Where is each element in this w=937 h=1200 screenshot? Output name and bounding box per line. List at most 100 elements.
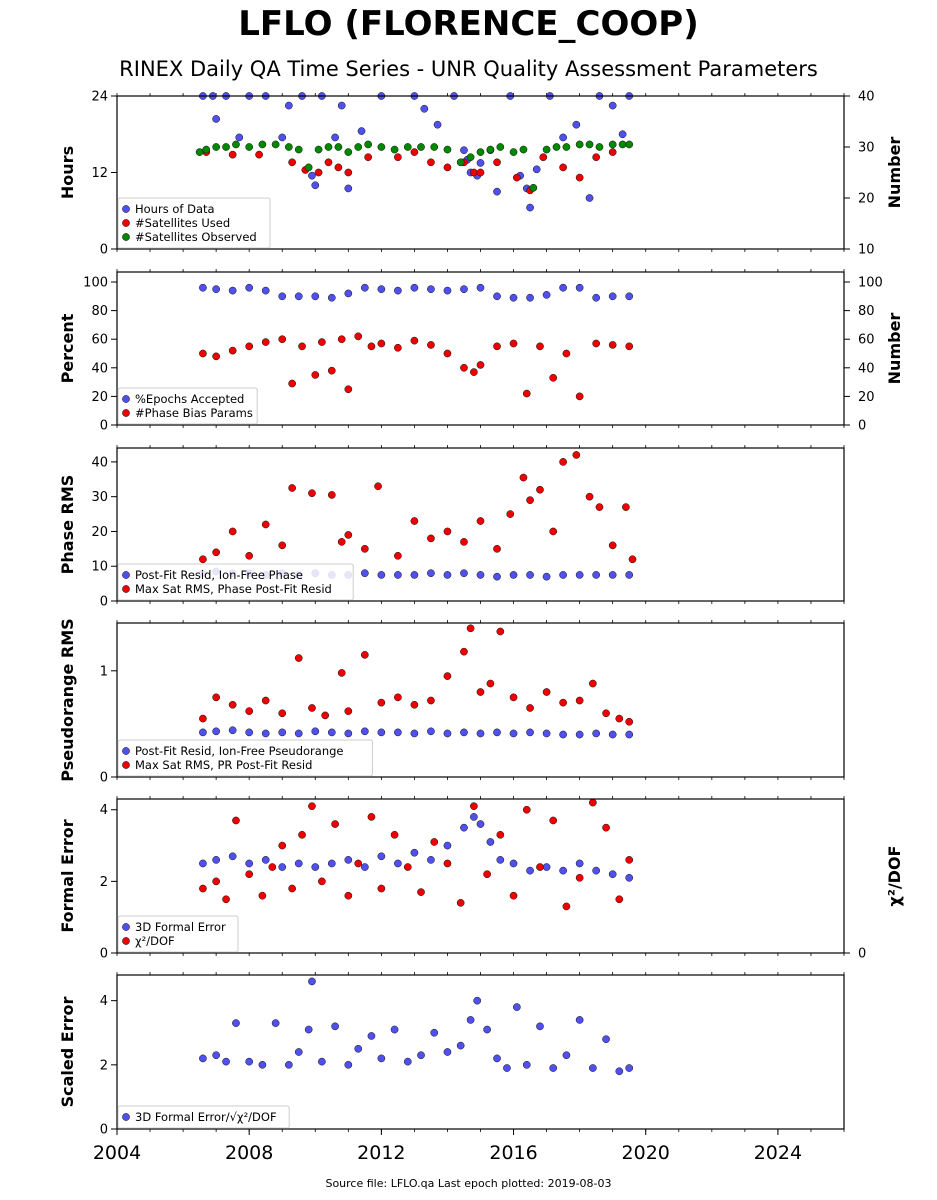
data-point: [575, 696, 584, 705]
data-point: [493, 292, 501, 301]
data-point: [367, 1032, 376, 1040]
data-point: [199, 728, 207, 737]
data-point: [476, 283, 485, 292]
data-point: [199, 884, 207, 893]
data-point: [410, 517, 419, 525]
data-point: [575, 173, 584, 182]
data-point: [245, 870, 254, 879]
plot-frame: [116, 271, 845, 426]
data-point: [470, 168, 478, 177]
data-point: [443, 163, 452, 172]
data-point: [460, 363, 468, 372]
y-tick-label: 0: [100, 419, 108, 434]
data-point: [318, 877, 326, 886]
data-point: [245, 707, 254, 716]
y-tick-label: 30: [91, 490, 108, 505]
data-point: [562, 1051, 571, 1060]
y-tick-label: 40: [91, 455, 108, 470]
y2-tick-label: 40: [858, 90, 875, 105]
data-point: [585, 140, 594, 149]
data-point: [288, 379, 296, 388]
legend-box: [117, 915, 239, 953]
data-point: [443, 841, 452, 850]
data-point: [559, 283, 567, 292]
data-point: [427, 696, 435, 705]
data-point: [513, 1003, 521, 1011]
data-point: [427, 569, 435, 578]
data-point: [284, 101, 293, 110]
data-point: [261, 338, 270, 346]
legend-marker: [122, 937, 130, 945]
series-3: [195, 140, 634, 192]
data-point: [460, 823, 468, 832]
data-point: [559, 698, 567, 707]
data-point: [443, 571, 452, 579]
data-point: [460, 285, 468, 294]
data-point: [443, 349, 452, 358]
data-point: [427, 856, 435, 864]
legend-label: 3D Formal Error/√χ²/DOF: [135, 1110, 277, 1124]
data-point: [562, 349, 571, 358]
data-point: [562, 143, 571, 151]
data-point: [337, 538, 346, 546]
data-point: [344, 184, 353, 193]
data-point: [337, 101, 346, 110]
data-point: [476, 571, 485, 579]
data-point: [496, 143, 505, 151]
legend-marker: [122, 395, 130, 403]
data-point: [199, 283, 207, 292]
data-point: [377, 285, 386, 294]
series-1: [199, 726, 634, 739]
data-point: [625, 571, 634, 579]
data-point: [337, 669, 346, 677]
data-point: [602, 709, 610, 718]
data-point: [327, 366, 336, 375]
data-point: [460, 146, 468, 155]
data-point: [470, 368, 478, 376]
data-point: [493, 728, 501, 737]
data-point: [456, 158, 465, 167]
data-point: [308, 171, 316, 180]
y-axis-label: Percent: [58, 313, 77, 383]
y2-tick-label: 0: [858, 947, 866, 962]
data-point: [595, 503, 604, 511]
data-point: [403, 1057, 412, 1066]
data-point: [327, 728, 336, 737]
data-point: [592, 153, 601, 162]
data-point: [354, 143, 363, 151]
data-point: [245, 342, 254, 351]
legend-label: #Satellites Used: [135, 216, 230, 230]
data-point: [195, 148, 204, 156]
data-point: [493, 187, 501, 196]
data-point: [278, 841, 287, 850]
data-point: [608, 870, 617, 879]
data-point: [377, 728, 386, 737]
legend: Post-Fit Resid, Ion-Free PseudorangeMax …: [117, 739, 373, 777]
data-point: [278, 541, 287, 550]
data-point: [327, 859, 336, 868]
y-axis-label: Phase RMS: [58, 475, 77, 575]
data-point: [549, 816, 558, 825]
data-point: [228, 286, 237, 295]
data-point: [390, 145, 399, 154]
y-tick-label: 0: [100, 595, 108, 610]
series-2: [199, 332, 634, 401]
data-point: [258, 140, 267, 149]
x-tick-label: 2020: [622, 1142, 670, 1164]
data-point: [228, 346, 237, 355]
data-point: [618, 130, 627, 139]
data-point: [486, 145, 495, 154]
legend-marker: [122, 585, 130, 593]
data-point: [394, 153, 402, 162]
data-point: [410, 700, 419, 709]
data-point: [536, 1022, 544, 1031]
data-point: [592, 866, 601, 875]
data-point: [261, 696, 270, 705]
data-point: [509, 859, 518, 868]
data-point: [261, 729, 270, 738]
data-point: [608, 140, 617, 149]
y-tick-label: 4: [100, 803, 108, 818]
data-point: [536, 342, 544, 351]
